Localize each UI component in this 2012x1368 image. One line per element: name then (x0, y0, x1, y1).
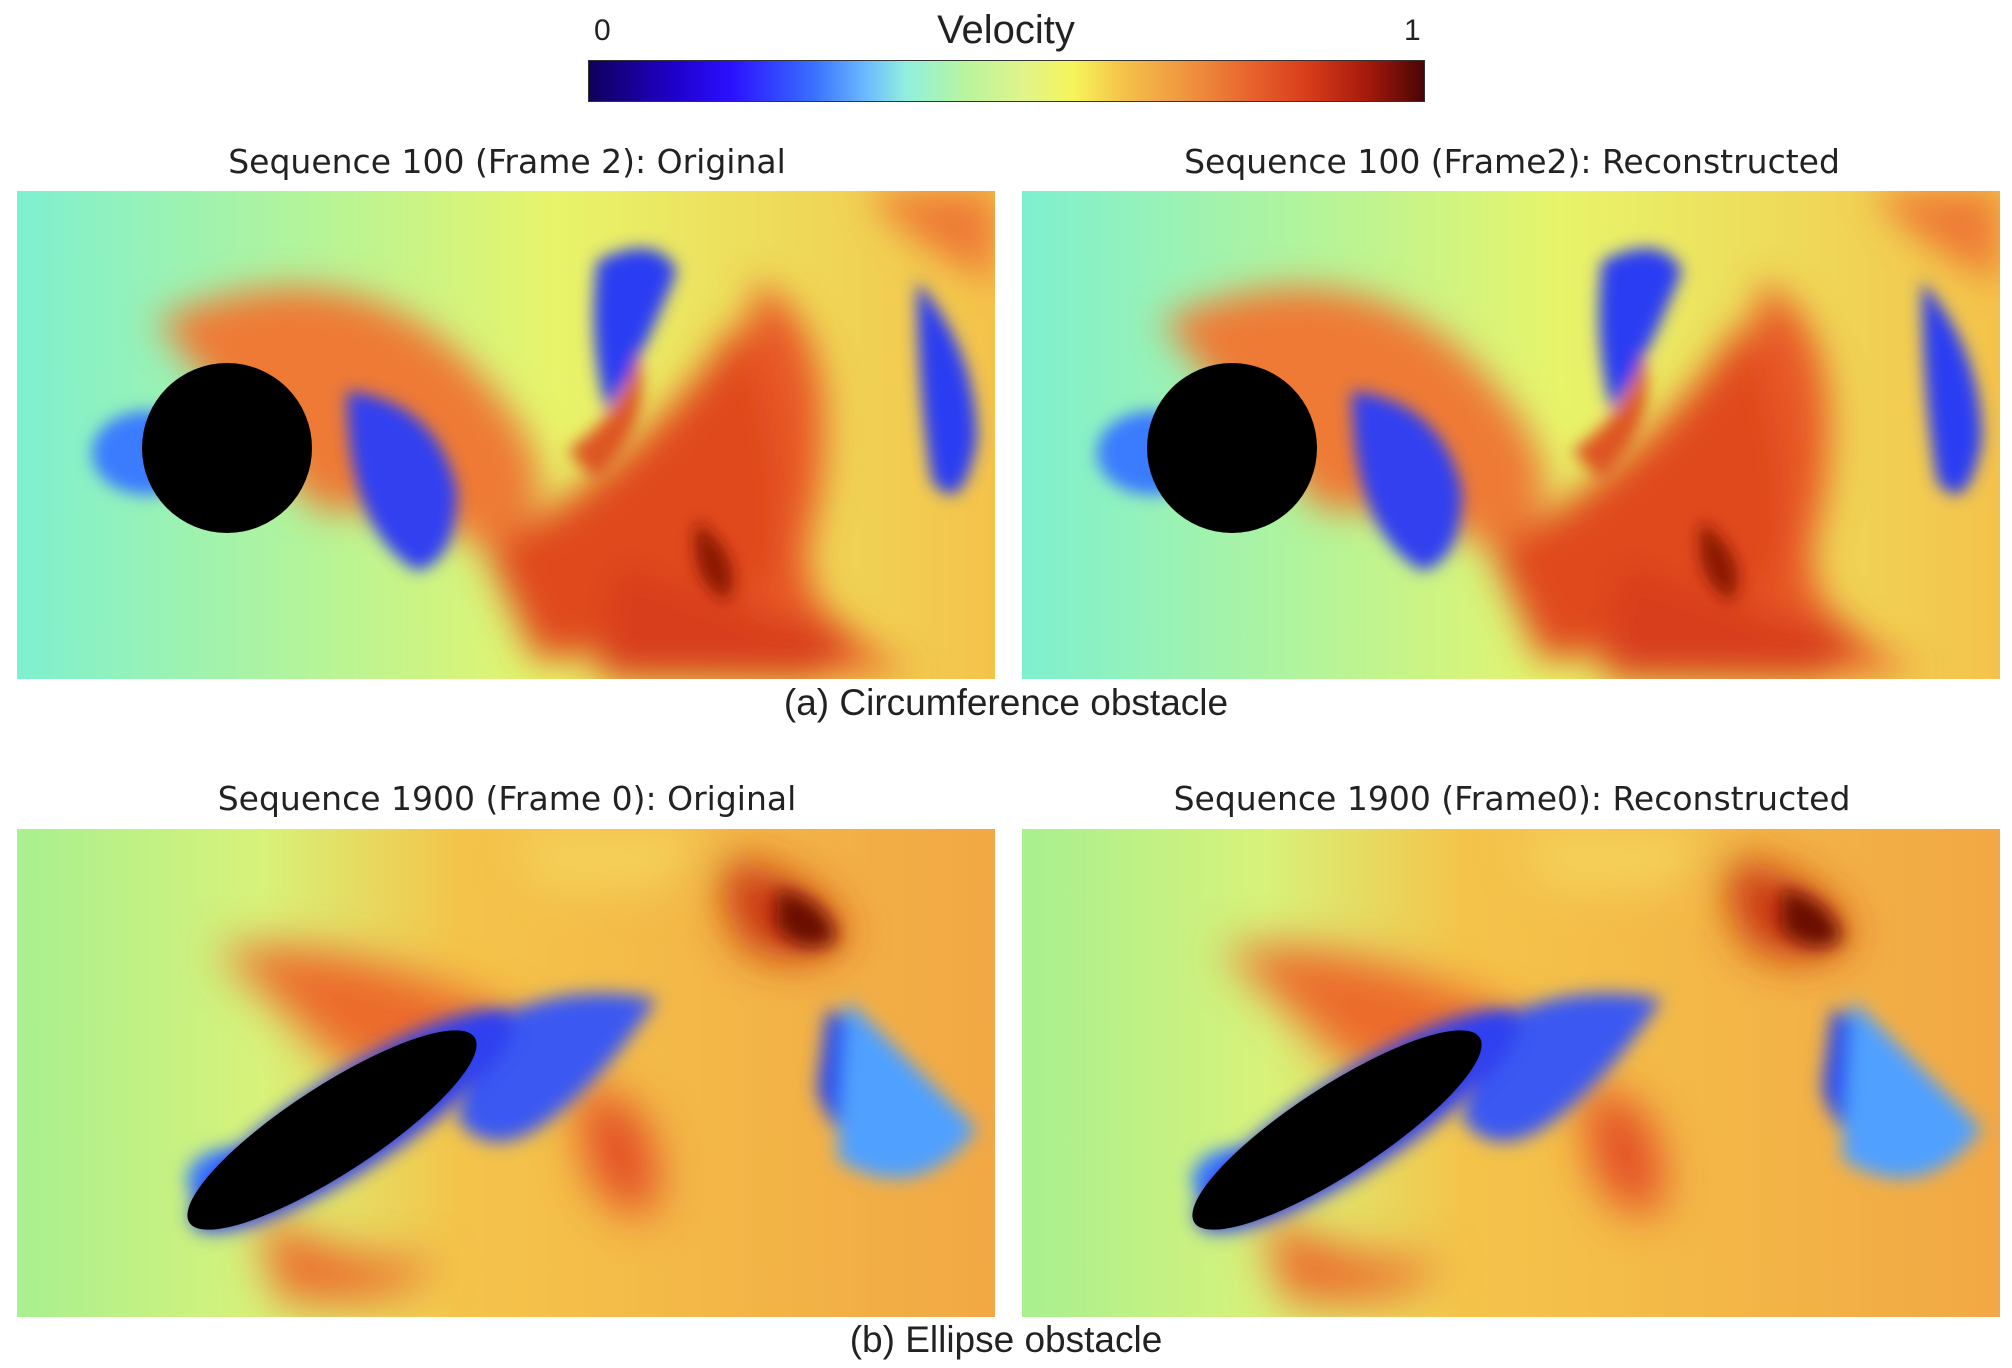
colorbar-max-label: 1 (1404, 14, 1421, 47)
colorbar-title: Velocity (937, 8, 1075, 52)
panel-a-original-title: Sequence 100 (Frame 2): Original (228, 142, 786, 181)
ellipse-obstacle (187, 1030, 477, 1230)
panel-a-original-image (17, 191, 995, 679)
panel-a-reconstructed-image (1022, 191, 2000, 679)
panel-a-reconstructed-title: Sequence 100 (Frame2): Reconstructed (1184, 142, 1840, 181)
colorbar-gradient (588, 60, 1425, 102)
colorbar-min-label: 0 (594, 14, 611, 47)
flow-field-ellipse-reconstructed (1022, 829, 2000, 1317)
panel-b-original-title: Sequence 1900 (Frame 0): Original (217, 779, 797, 818)
panel-b-reconstructed-title: Sequence 1900 (Frame0): Reconstructed (1173, 779, 1851, 818)
flow-field-circle-reconstructed (1022, 191, 2000, 679)
caption-a: (a) Circumference obstacle (783, 682, 1229, 723)
panel-b-original-image (17, 829, 995, 1317)
ellipse-obstacle (1192, 1030, 1482, 1230)
caption-b: (b) Ellipse obstacle (849, 1319, 1163, 1360)
panel-b-reconstructed-image (1022, 829, 2000, 1317)
flow-field-ellipse-original (17, 829, 995, 1317)
circle-obstacle (142, 363, 312, 533)
circle-obstacle (1147, 363, 1317, 533)
flow-field-circle-original (17, 191, 995, 679)
